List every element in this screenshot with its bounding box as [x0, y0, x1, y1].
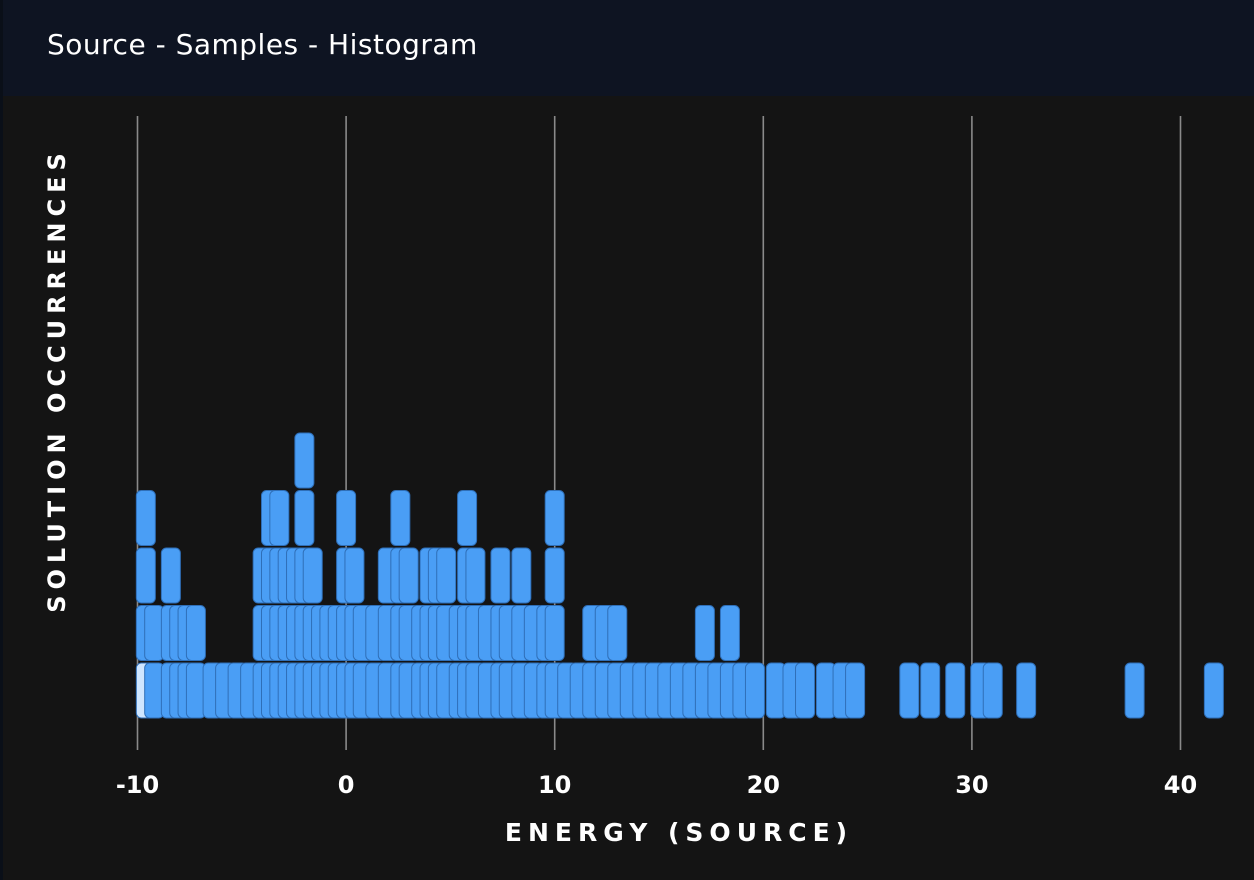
x-axis-label: ENERGY (SOURCE) [504, 818, 854, 847]
bar-block [336, 490, 357, 546]
bar-block [160, 547, 181, 604]
histogram-bar [945, 662, 966, 719]
x-tick-label: 30 [955, 771, 988, 799]
x-tick-label: 10 [538, 771, 571, 799]
bar-block [465, 547, 486, 604]
bar-block [607, 605, 628, 661]
bar-block [135, 547, 156, 604]
histogram-bar [1203, 662, 1224, 719]
chart-area [0, 96, 1254, 880]
bar-block [982, 662, 1003, 719]
histogram-bar [144, 605, 165, 719]
panel-header: Source - Samples - Histogram [0, 0, 1254, 96]
x-tick-label: 40 [1164, 771, 1197, 799]
bar-block [744, 662, 765, 719]
y-axis-label: SOLUTION OCCURRENCES [43, 147, 71, 613]
x-tick-label: 0 [338, 771, 355, 799]
bar-block [694, 605, 715, 661]
bar-block [1016, 662, 1037, 719]
panel-title: Source - Samples - Histogram [47, 28, 478, 61]
bar-block [185, 605, 206, 661]
histogram-bar [845, 662, 866, 719]
bar-block [344, 547, 365, 604]
x-tick-label: -10 [116, 771, 159, 799]
bar-block [511, 547, 532, 604]
bar-block [719, 605, 740, 661]
bar-block [544, 490, 565, 546]
histogram-bar [1016, 662, 1037, 719]
bar-block [135, 490, 156, 546]
bar-block [390, 490, 411, 546]
bar-block [845, 662, 866, 719]
bar-block [144, 662, 165, 719]
bar-block [185, 662, 206, 719]
bar-block [945, 662, 966, 719]
histogram-bar [185, 605, 206, 719]
histogram-bar [899, 662, 920, 719]
bar-block [457, 490, 478, 546]
histogram-bar [982, 662, 1003, 719]
bar-block [544, 605, 565, 661]
histogram-bar [920, 662, 941, 719]
histogram-bar [815, 662, 836, 719]
bar-block [144, 605, 165, 661]
bar-block [294, 432, 315, 489]
bar-block [815, 662, 836, 719]
bar-block [436, 547, 457, 604]
bar-block [302, 547, 323, 604]
histogram-bar [1124, 662, 1145, 719]
bar-block [899, 662, 920, 719]
bar-block [920, 662, 941, 719]
bar-block [544, 547, 565, 604]
bar-block [1124, 662, 1145, 719]
bar-block [398, 547, 419, 604]
histogram-bar [795, 662, 816, 719]
histogram-bar [744, 662, 765, 719]
bar-block [294, 490, 315, 546]
x-tick-label: 20 [747, 771, 780, 799]
bar-block [795, 662, 816, 719]
bar-block [490, 547, 511, 604]
bar-block [269, 490, 290, 546]
bar-block [765, 662, 786, 719]
bar-block [1203, 662, 1224, 719]
histogram-bar [765, 662, 786, 719]
